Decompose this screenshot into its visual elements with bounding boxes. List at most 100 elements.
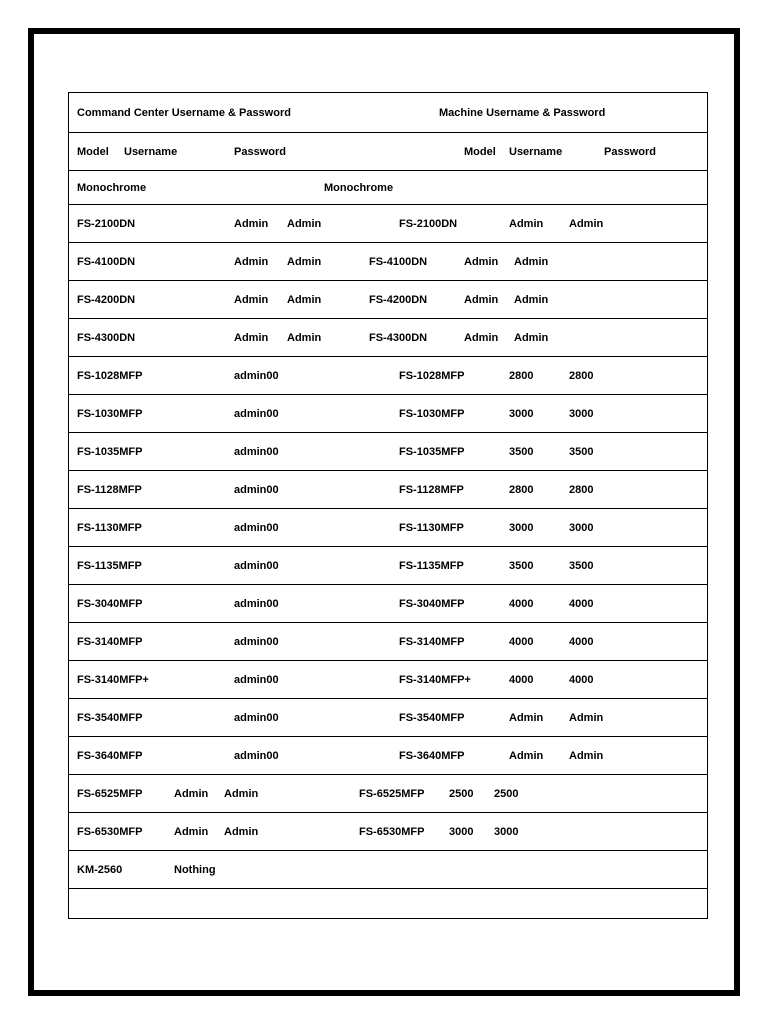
cell-model-right: FS-4300DN bbox=[369, 332, 427, 344]
cell-model-left: FS-4200DN bbox=[77, 294, 135, 306]
cell-password-right: 2500 bbox=[494, 788, 518, 800]
cell-password-right: 2800 bbox=[569, 370, 593, 382]
table-row: FS-4300DN Admin Admin FS-4300DN Admin Admin bbox=[69, 319, 707, 357]
cell-username-left: Admin bbox=[234, 256, 268, 268]
cell-model-left: FS-1030MFP bbox=[77, 408, 142, 420]
cell-username-left: admin00 bbox=[234, 484, 279, 496]
cell-password-right: 4000 bbox=[569, 636, 593, 648]
cell-username-left: admin00 bbox=[234, 522, 279, 534]
cell-model-right: FS-3140MFP bbox=[399, 636, 464, 648]
cell-password-left: Admin bbox=[287, 256, 321, 268]
cell-username-right: 3500 bbox=[509, 446, 533, 458]
cell-model-left: FS-1128MFP bbox=[77, 484, 142, 496]
section-label-right: Monochrome bbox=[324, 182, 393, 194]
table-row: FS-6525MFP Admin Admin FS-6525MFP 2500 2500 bbox=[69, 775, 707, 813]
cell-password-right: Admin bbox=[569, 712, 603, 724]
credentials-table: Command Center Username & Password Machi… bbox=[68, 92, 708, 919]
table-row-empty bbox=[69, 889, 707, 919]
cell-password-left: Admin bbox=[287, 294, 321, 306]
cell-username-right: Admin bbox=[509, 750, 543, 762]
cell-model-left: FS-6525MFP bbox=[77, 788, 142, 800]
cell-password-right: 4000 bbox=[569, 598, 593, 610]
cell-username-left: Admin bbox=[174, 788, 208, 800]
cell-password-left: Admin bbox=[287, 332, 321, 344]
cell-username-right: Admin bbox=[509, 218, 543, 230]
cell-username-left: Admin bbox=[234, 332, 268, 344]
cell-model-right: FS-3040MFP bbox=[399, 598, 464, 610]
cell-model-right: FS-1028MFP bbox=[399, 370, 464, 382]
cell-username-left: Admin bbox=[174, 826, 208, 838]
cell-password-right: 3000 bbox=[494, 826, 518, 838]
cell-username-right: Admin bbox=[464, 332, 498, 344]
cell-model-right: FS-3140MFP+ bbox=[399, 674, 471, 686]
cell-username-right: 3000 bbox=[509, 408, 533, 420]
cell-password-left: Admin bbox=[224, 788, 258, 800]
col-model-right: Model bbox=[464, 146, 496, 158]
cell-password-right: Admin bbox=[569, 750, 603, 762]
cell-password-right: 3000 bbox=[569, 408, 593, 420]
cell-password-right: 3500 bbox=[569, 446, 593, 458]
cell-model-right: FS-3540MFP bbox=[399, 712, 464, 724]
cell-model-right: FS-3640MFP bbox=[399, 750, 464, 762]
cell-model-right: FS-1135MFP bbox=[399, 560, 464, 572]
table-row: FS-6530MFPAdminAdminFS-6530MFP30003000 bbox=[69, 813, 707, 851]
cell-model-right: FS-6525MFP bbox=[359, 788, 424, 800]
table-row: FS-4200DNAdminAdminFS-4200DNAdminAdmin bbox=[69, 281, 707, 319]
table-row: FS-1028MFP admin00 FS-1028MFP 2800 2800 bbox=[69, 357, 707, 395]
cell-username-right: Admin bbox=[464, 256, 498, 268]
col-password-right: Password bbox=[604, 146, 656, 158]
cell-username-right: 2500 bbox=[449, 788, 473, 800]
cell-model-left: FS-6530MFP bbox=[77, 826, 142, 838]
cell-password-right: 3500 bbox=[569, 560, 593, 572]
cell-model-left: FS-4300DN bbox=[77, 332, 135, 344]
cell-username-left: admin00 bbox=[234, 408, 279, 420]
cell-username-left: admin00 bbox=[234, 370, 279, 382]
cell-model-right: FS-1130MFP bbox=[399, 522, 464, 534]
cell-model-left: FS-1035MFP bbox=[77, 446, 142, 458]
cell-model-left: FS-1130MFP bbox=[77, 522, 142, 534]
table-row: FS-3140MFP+admin00FS-3140MFP+40004000 bbox=[69, 661, 707, 699]
cell-model-left: FS-3640MFP bbox=[77, 750, 142, 762]
cell-username-left: admin00 bbox=[234, 598, 279, 610]
table-row: FS-2100DNAdminAdminFS-2100DNAdminAdmin bbox=[69, 205, 707, 243]
table-row: FS-3140MFPadmin00FS-3140MFP40004000 bbox=[69, 623, 707, 661]
cell-password-right: Admin bbox=[514, 332, 548, 344]
cell-password-left: Admin bbox=[287, 218, 321, 230]
cell-password-right: 2800 bbox=[569, 484, 593, 496]
cell-model-right: FS-4100DN bbox=[369, 256, 427, 268]
cell-username-left: Admin bbox=[234, 218, 268, 230]
group-label-machine: Machine Username & Password bbox=[439, 107, 605, 119]
cell-model-right: FS-2100DN bbox=[399, 218, 457, 230]
cell-password-right: 4000 bbox=[569, 674, 593, 686]
cell-model-left: FS-2100DN bbox=[77, 218, 135, 230]
cell-model-left: FS-3040MFP bbox=[77, 598, 142, 610]
cell-username-left: admin00 bbox=[234, 560, 279, 572]
cell-model-right: FS-4200DN bbox=[369, 294, 427, 306]
cell-username-right: 2800 bbox=[509, 484, 533, 496]
table-row: FS-3640MFP admin00 FS-3640MFP Admin Admin bbox=[69, 737, 707, 775]
table-row: FS-1130MFPadmin00FS-1130MFP30003000 bbox=[69, 509, 707, 547]
table-row: FS-4100DNAdminAdminFS-4100DNAdminAdmin bbox=[69, 243, 707, 281]
page-frame: Command Center Username & Password Machi… bbox=[28, 28, 740, 996]
cell-username-left: admin00 bbox=[234, 446, 279, 458]
cell-model-left: FS-4100DN bbox=[77, 256, 135, 268]
cell-username-right: Admin bbox=[509, 712, 543, 724]
cell-model-left: FS-1028MFP bbox=[77, 370, 142, 382]
cell-username-right: 3000 bbox=[509, 522, 533, 534]
table-row: FS-3040MFP admin00 FS-3040MFP 4000 4000 bbox=[69, 585, 707, 623]
table-row: KM-2560Nothing bbox=[69, 851, 707, 889]
col-username-left: Username bbox=[124, 146, 177, 158]
table-row: FS-1135MFPadmin00FS-1135MFP35003500 bbox=[69, 547, 707, 585]
group-label-command-center: Command Center Username & Password bbox=[77, 107, 291, 119]
section-row-monochrome: Monochrome Monochrome bbox=[69, 171, 707, 205]
table-row: FS-1030MFPadmin00FS-1030MFP30003000 bbox=[69, 395, 707, 433]
cell-username-left: admin00 bbox=[234, 750, 279, 762]
cell-username-right: 4000 bbox=[509, 598, 533, 610]
cell-model-left: FS-1135MFP bbox=[77, 560, 142, 572]
cell-model-left: KM-2560 bbox=[77, 864, 122, 876]
cell-username-right: 2800 bbox=[509, 370, 533, 382]
cell-model-left: FS-3140MFP bbox=[77, 636, 142, 648]
cell-password-left: Admin bbox=[224, 826, 258, 838]
cell-username-left: Admin bbox=[234, 294, 268, 306]
table-header-columns: Model Username Password Model Username P… bbox=[69, 133, 707, 171]
